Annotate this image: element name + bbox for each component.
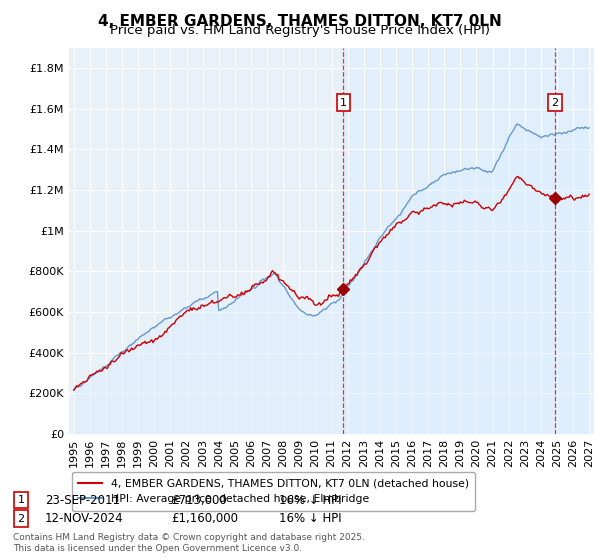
Text: 4, EMBER GARDENS, THAMES DITTON, KT7 0LN: 4, EMBER GARDENS, THAMES DITTON, KT7 0LN [98,14,502,29]
Text: 16% ↓ HPI: 16% ↓ HPI [279,512,341,525]
Text: £1,160,000: £1,160,000 [171,512,238,525]
Text: 23-SEP-2011: 23-SEP-2011 [45,493,120,507]
Text: 1: 1 [17,495,25,505]
Text: 2: 2 [551,97,559,108]
Text: 1: 1 [340,97,347,108]
Text: £713,000: £713,000 [171,493,227,507]
Text: Contains HM Land Registry data © Crown copyright and database right 2025.
This d: Contains HM Land Registry data © Crown c… [13,533,365,553]
Legend: 4, EMBER GARDENS, THAMES DITTON, KT7 0LN (detached house), HPI: Average price, d: 4, EMBER GARDENS, THAMES DITTON, KT7 0LN… [72,472,475,511]
Text: 12-NOV-2024: 12-NOV-2024 [45,512,124,525]
Text: 2: 2 [17,514,25,524]
Text: Price paid vs. HM Land Registry's House Price Index (HPI): Price paid vs. HM Land Registry's House … [110,24,490,37]
Text: 16% ↓ HPI: 16% ↓ HPI [279,493,341,507]
